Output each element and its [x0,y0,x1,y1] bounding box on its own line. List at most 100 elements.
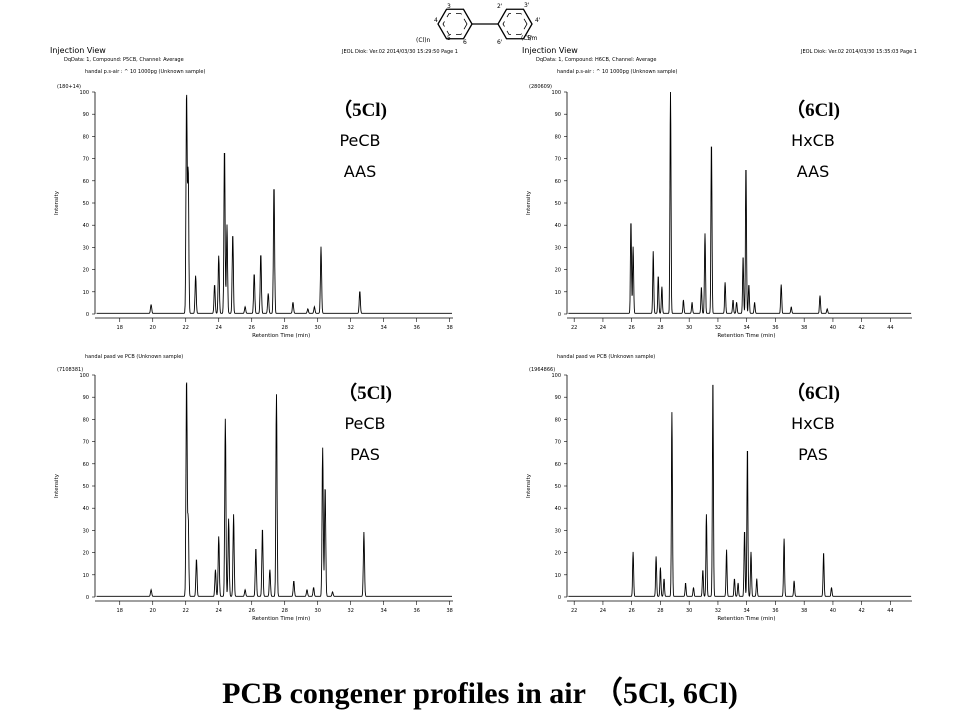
peak-point [793,581,795,583]
y-tick-label: 60 [555,179,561,185]
y-tick-label: 40 [555,223,561,229]
peak-point [324,485,326,487]
annotation-sampler-type: AAS [344,162,377,181]
y-tick-label: 0 [558,595,561,601]
x-tick-label: 32 [348,325,354,331]
sample-line: handal p.s-air : ^ 10 1000pg (Unknown sa… [557,69,677,75]
x-tick-label: 38 [447,608,453,614]
max-intensity-label: (7108381) [57,367,83,373]
peak-point [292,302,294,304]
max-intensity-label: (1964866) [529,367,555,373]
y-tick-label: 70 [555,157,561,163]
chromatogram-panel-3: handal pasd ve PCB (Unknown sample) (7108… [54,354,453,622]
y-tick-label: 80 [555,134,561,140]
y-tick-label: 70 [83,440,89,446]
y-tick-label: 30 [555,528,561,534]
peak-point [660,567,662,569]
peak-point [632,247,634,249]
peak-point [683,300,685,302]
x-tick-label: 28 [657,325,663,331]
peak-point [273,184,275,186]
annotation-sampler-type: PAS [350,445,380,464]
right-ring-position-label: 6' [497,39,503,46]
y-tick-label: 50 [83,484,89,490]
x-tick-label: 22 [571,608,577,614]
annotation-chlorine-count: （5Cl) [333,98,387,121]
peak-point [359,291,361,293]
peak-point [226,224,228,226]
peak-point [293,581,295,583]
peak-point [701,287,703,289]
peak-point [195,276,197,278]
peak-point [196,559,198,561]
peak-point [742,255,744,257]
y-axis-label: Intensity [526,473,532,498]
peak-point [712,376,714,378]
y-tick-label: 60 [83,179,89,185]
chromatogram-trace [96,382,452,597]
peak-point [186,376,188,378]
peak-point [267,293,269,295]
x-tick-label: 24 [216,608,222,614]
y-tick-label: 20 [555,551,561,557]
peak-point [218,255,220,257]
y-tick-label: 10 [555,573,561,579]
left-ring-position-label: 5 [447,35,451,42]
y-tick-label: 90 [555,395,561,401]
x-tick-label: 34 [381,608,387,614]
peak-point [658,276,660,278]
x-tick-label: 32 [348,608,354,614]
peak-point [754,302,756,304]
x-tick-label: 20 [150,325,156,331]
peak-point [313,587,315,589]
x-tick-label: 44 [887,325,893,331]
peak-point [670,91,672,93]
peak-point [756,578,758,580]
peak-point [750,552,752,554]
max-intensity-label: (280609) [529,84,552,90]
panel-header: Injection View [50,46,106,55]
peak-point [260,253,262,255]
peak-point [228,519,230,521]
peak-point [702,570,704,572]
x-tick-label: 24 [600,325,606,331]
x-tick-label: 32 [715,325,721,331]
y-tick-label: 50 [555,201,561,207]
x-tick-label: 28 [657,608,663,614]
peak-point [224,147,226,149]
data-file-line: DqData: 1, Compound: P5CB, Channel: Aver… [64,57,184,63]
peak-point [233,514,235,516]
peak-point [704,233,706,235]
y-tick-label: 50 [555,484,561,490]
peak-point [187,169,189,171]
instrument-line: JEOL Diok: Ver.02 2014/03/30 15:35:03 Pa… [800,49,917,55]
x-tick-label: 36 [772,325,778,331]
y-tick-label: 0 [86,595,89,601]
biphenyl-structure: 3 4 5 6 2' 3' 4' 5' 6' (Cl)n (Cl)m [416,2,541,46]
left-ring [437,8,473,40]
y-tick-label: 20 [555,268,561,274]
data-file-line: DqData: 1, Compound: H6CB, Channel: Aver… [536,57,656,63]
y-axis-label: Intensity [54,190,60,215]
right-ring-position-label: 5' [527,35,533,42]
peak-point [632,552,634,554]
x-tick-label: 40 [830,325,836,331]
x-tick-label: 34 [381,325,387,331]
x-tick-label: 30 [315,608,321,614]
y-tick-label: 40 [83,506,89,512]
y-tick-label: 80 [83,134,89,140]
x-axis-label: Retention Time (min) [252,333,310,339]
annotation-chlorine-count: （5Cl) [338,381,392,404]
y-tick-label: 20 [83,268,89,274]
peak-point [150,590,152,592]
x-tick-label: 26 [249,325,255,331]
peak-point [726,550,728,552]
x-axis-label: Retention Time (min) [252,616,310,622]
chromatogram-panel-4: handal pasd ve PCB (Unknown sample) (1964… [526,354,912,622]
peak-point [663,578,665,580]
peak-point [320,247,322,249]
peak-point [737,583,739,585]
annotation-chlorine-count: （6Cl) [786,381,840,404]
y-tick-label: 90 [83,395,89,401]
y-tick-label: 70 [83,157,89,163]
